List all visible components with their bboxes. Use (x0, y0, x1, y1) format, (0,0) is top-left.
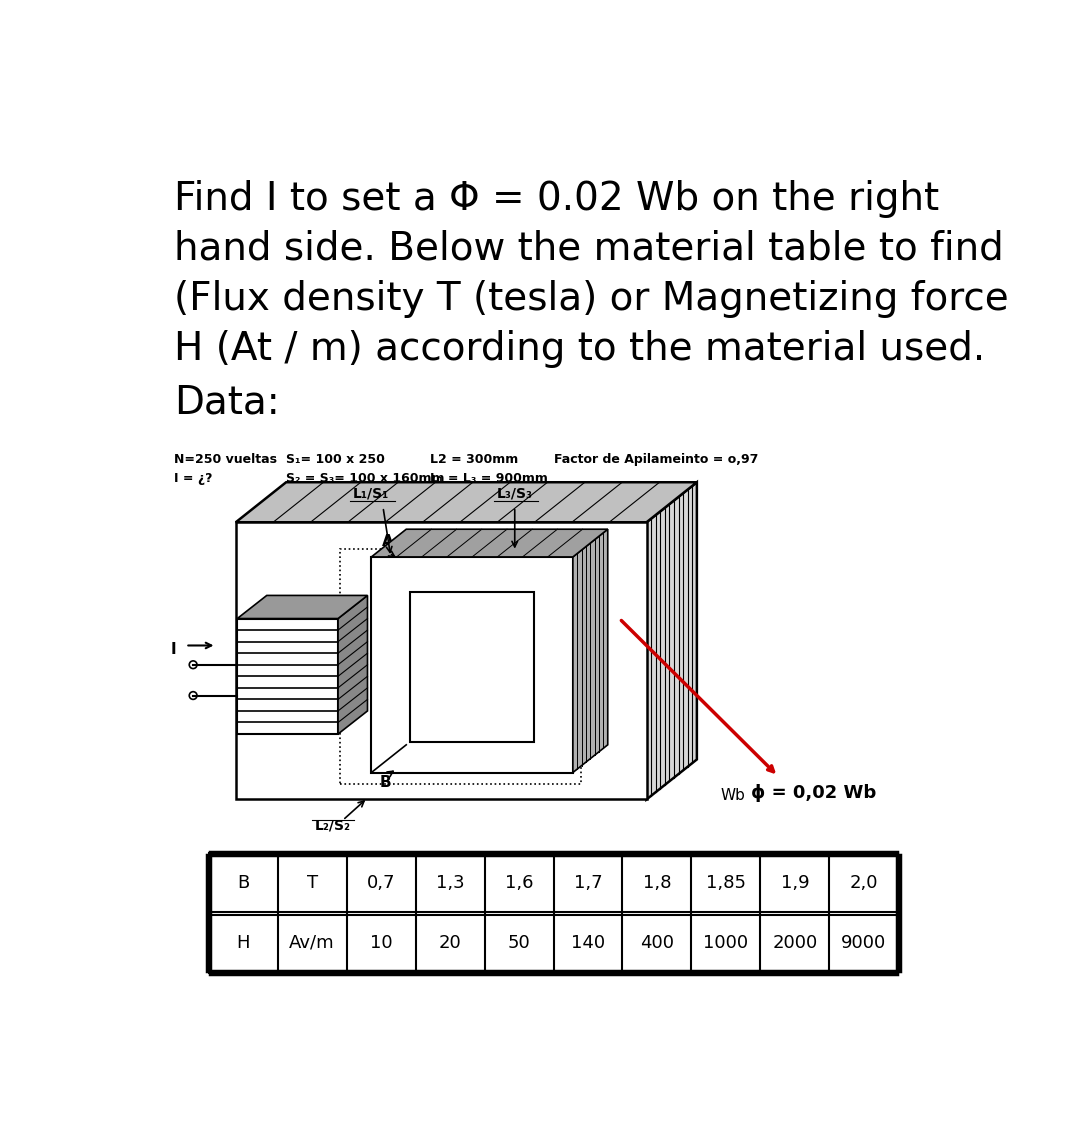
Text: L₁/S₁: L₁/S₁ (353, 486, 390, 501)
Text: I = ¿?: I = ¿? (174, 472, 213, 485)
Text: I: I (171, 642, 176, 657)
Text: Wb: Wb (720, 788, 745, 803)
Text: hand side. Below the material table to find: hand side. Below the material table to f… (174, 230, 1003, 268)
Polygon shape (238, 595, 367, 619)
Text: (Flux density T (tesla) or Magnetizing force: (Flux density T (tesla) or Magnetizing f… (174, 280, 1009, 318)
Text: B: B (237, 874, 249, 892)
Text: L₁ = L₃ = 900mm: L₁ = L₃ = 900mm (430, 472, 548, 485)
Text: T: T (307, 874, 318, 892)
Text: Factor de Apilameinto = o,97: Factor de Apilameinto = o,97 (554, 453, 758, 466)
Text: 20: 20 (438, 934, 461, 952)
Text: H: H (237, 934, 249, 952)
Text: Find I to set a Φ = 0.02 Wb on the right: Find I to set a Φ = 0.02 Wb on the right (174, 180, 939, 217)
Polygon shape (235, 483, 697, 523)
Polygon shape (410, 591, 535, 741)
Polygon shape (372, 557, 572, 772)
Text: 0,7: 0,7 (367, 874, 395, 892)
Text: N=250 vueltas: N=250 vueltas (174, 453, 276, 466)
Polygon shape (647, 483, 697, 800)
Text: H (At / m) according to the material used.: H (At / m) according to the material use… (174, 329, 985, 367)
Text: A: A (381, 534, 393, 549)
Text: L₂/S₂: L₂/S₂ (314, 819, 351, 833)
Text: 10: 10 (369, 934, 392, 952)
Polygon shape (235, 523, 647, 800)
Text: B: B (380, 774, 392, 789)
Text: Data:: Data: (174, 383, 280, 422)
Text: 1,7: 1,7 (573, 874, 603, 892)
Text: S₁= 100 x 250: S₁= 100 x 250 (286, 453, 384, 466)
Text: 2000: 2000 (772, 934, 818, 952)
Text: 1,85: 1,85 (706, 874, 746, 892)
Text: 2,0: 2,0 (850, 874, 878, 892)
Polygon shape (372, 530, 608, 557)
Text: 400: 400 (640, 934, 674, 952)
Text: Av/m: Av/m (289, 934, 335, 952)
Text: 140: 140 (571, 934, 605, 952)
Text: S₂ = S₃= 100 x 160mm: S₂ = S₃= 100 x 160mm (286, 472, 445, 485)
Polygon shape (338, 595, 367, 734)
Text: ϕ = 0,02 Wb: ϕ = 0,02 Wb (751, 784, 876, 802)
Text: 1,6: 1,6 (504, 874, 534, 892)
Text: 1000: 1000 (703, 934, 748, 952)
Polygon shape (572, 530, 608, 772)
Text: 1,3: 1,3 (435, 874, 464, 892)
Text: 1,8: 1,8 (643, 874, 671, 892)
Polygon shape (238, 619, 338, 734)
Text: L2 = 300mm: L2 = 300mm (430, 453, 517, 466)
Text: 1,9: 1,9 (781, 874, 809, 892)
Text: 9000: 9000 (841, 934, 887, 952)
Text: L₃/S₃: L₃/S₃ (497, 486, 532, 501)
Text: 50: 50 (508, 934, 530, 952)
